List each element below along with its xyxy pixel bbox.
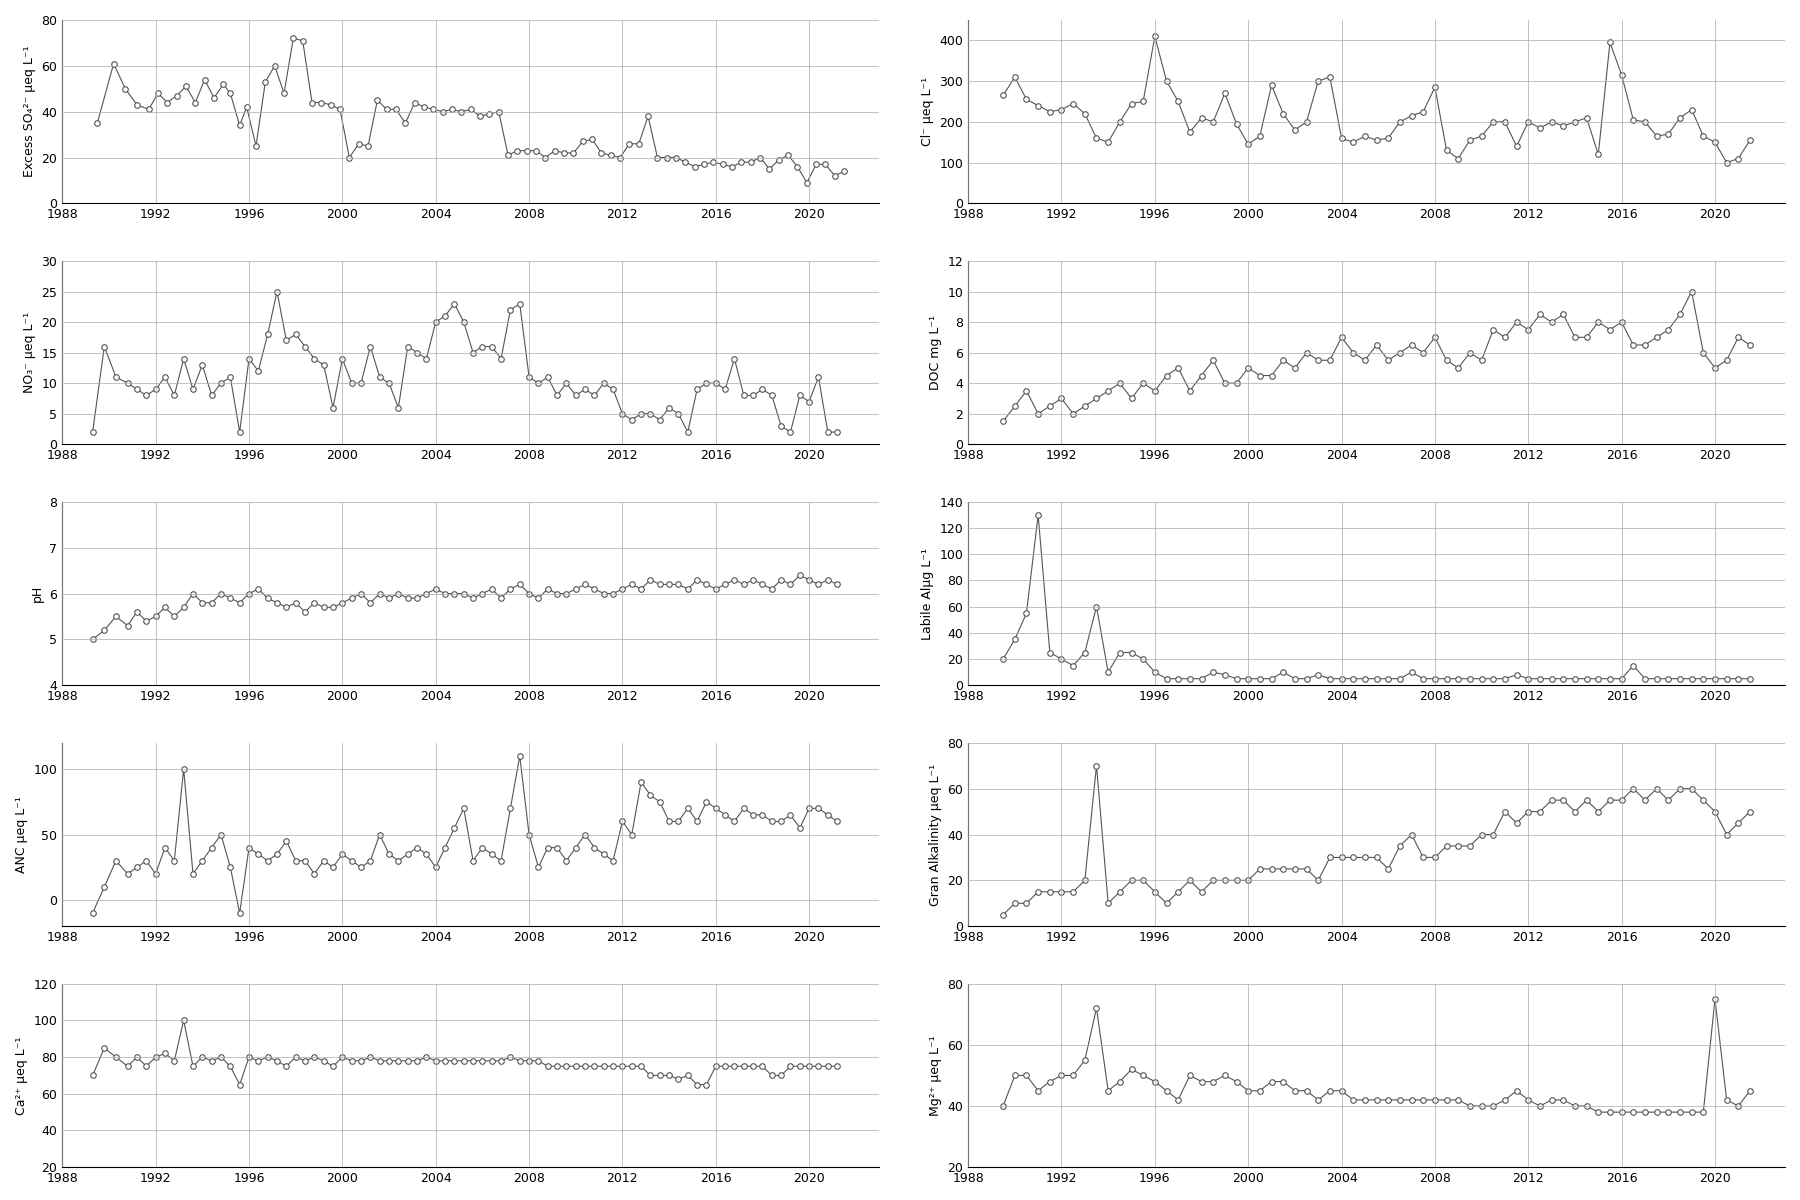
Y-axis label: pH: pH [31,584,43,602]
Y-axis label: DOC mg L⁻¹: DOC mg L⁻¹ [929,316,941,390]
Y-axis label: Labile Alμg L⁻¹: Labile Alμg L⁻¹ [922,547,934,640]
Y-axis label: ANC μeq L⁻¹: ANC μeq L⁻¹ [14,796,29,872]
Y-axis label: NO₃⁻ μeq L⁻¹: NO₃⁻ μeq L⁻¹ [23,312,36,394]
Y-axis label: Ca²⁺ μeq L⁻¹: Ca²⁺ μeq L⁻¹ [14,1037,29,1115]
Y-axis label: Mg²⁺ μeq L⁻¹: Mg²⁺ μeq L⁻¹ [929,1036,941,1116]
Y-axis label: Cl⁻ μeq L⁻¹: Cl⁻ μeq L⁻¹ [922,77,934,146]
Y-axis label: Gran Alkalinity μeq L⁻¹: Gran Alkalinity μeq L⁻¹ [929,763,941,906]
Y-axis label: Excess SO₄²⁻ μeq L⁻¹: Excess SO₄²⁻ μeq L⁻¹ [23,46,36,178]
